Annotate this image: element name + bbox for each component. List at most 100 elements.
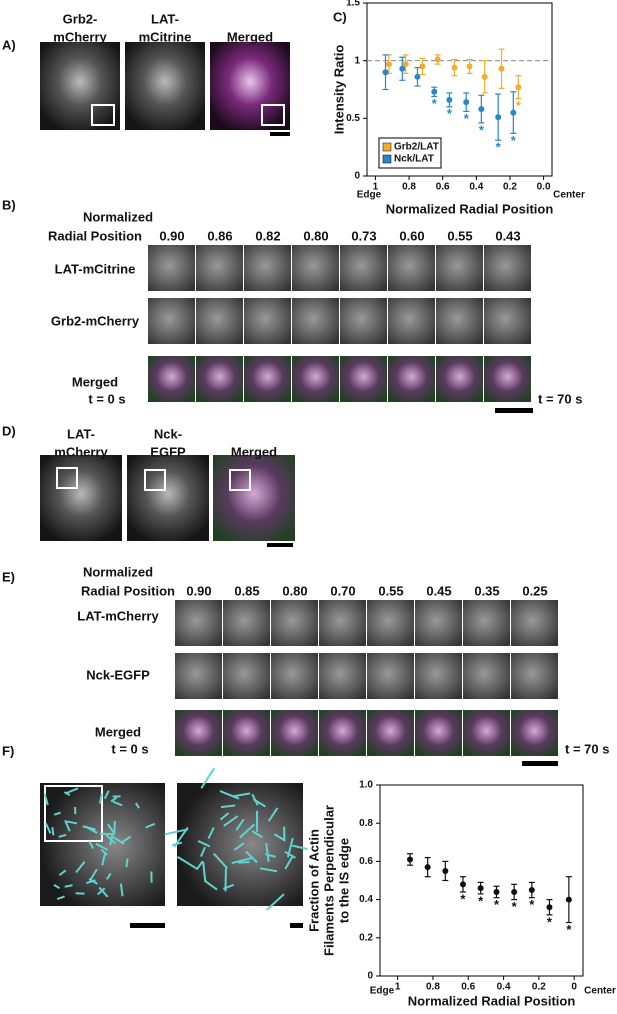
filament xyxy=(164,828,189,836)
image-tile xyxy=(244,245,291,291)
image-tile xyxy=(292,245,339,291)
significance: * xyxy=(566,922,572,937)
x-tick-label: 0.6 xyxy=(436,182,450,193)
inset-box xyxy=(44,785,103,842)
filament xyxy=(172,841,183,847)
filament xyxy=(200,846,206,857)
label: mCitrine xyxy=(139,29,192,44)
point xyxy=(466,63,473,70)
inset-box xyxy=(56,467,78,489)
image xyxy=(40,42,120,130)
point xyxy=(495,114,502,121)
filament xyxy=(66,820,78,825)
label: 0.90 xyxy=(159,228,184,243)
image-tile xyxy=(484,298,531,344)
label: 0.80 xyxy=(303,228,328,243)
filament xyxy=(103,790,110,800)
image xyxy=(210,42,290,130)
image-tile xyxy=(415,710,462,756)
label: E) xyxy=(2,569,15,584)
filament xyxy=(89,868,98,882)
filament xyxy=(213,852,228,869)
image-tile xyxy=(436,298,483,344)
significance: * xyxy=(464,111,470,126)
significance: * xyxy=(512,899,518,914)
image-tile xyxy=(196,298,243,344)
label: Nck- xyxy=(154,426,182,441)
filament xyxy=(200,767,216,789)
scale-bar xyxy=(130,923,165,928)
x-tick-label: 0.2 xyxy=(503,182,517,193)
edge-label: Edge xyxy=(370,986,395,997)
significance: * xyxy=(494,897,500,912)
y-tick-label: 1.0 xyxy=(359,780,373,791)
label: 0.45 xyxy=(426,583,451,598)
significance: * xyxy=(478,893,484,908)
point xyxy=(528,887,535,894)
image-tile xyxy=(511,653,558,699)
image-tile xyxy=(463,710,510,756)
point xyxy=(399,65,406,72)
significance: * xyxy=(496,140,502,155)
x-tick-label: 1 xyxy=(373,182,379,193)
significance: * xyxy=(516,98,522,113)
point xyxy=(414,73,421,80)
filament xyxy=(266,893,285,911)
label: 0.82 xyxy=(255,228,280,243)
label: mCherry xyxy=(53,29,107,44)
filament xyxy=(119,883,124,897)
label: B) xyxy=(2,197,16,212)
filament xyxy=(259,867,278,873)
point xyxy=(382,69,389,76)
image-tile xyxy=(319,653,366,699)
x-tick-label: 0.2 xyxy=(532,982,546,993)
label: Merged xyxy=(231,444,277,459)
filament xyxy=(267,807,279,822)
scale-bar xyxy=(290,923,303,928)
filament xyxy=(58,833,67,838)
legend-label: Nck/LAT xyxy=(394,154,434,165)
label: 0.55 xyxy=(447,228,472,243)
point xyxy=(493,888,500,895)
image-tile xyxy=(436,245,483,291)
filament xyxy=(107,823,116,835)
x-tick-label: 0.4 xyxy=(469,182,483,193)
image-tile xyxy=(244,298,291,344)
image-tile xyxy=(319,710,366,756)
image-tile xyxy=(511,710,558,756)
filament xyxy=(64,787,79,795)
legend-label: Grb2/LAT xyxy=(394,142,439,153)
image-tile xyxy=(292,356,339,402)
label: Merged xyxy=(95,724,141,739)
label: Radial Position xyxy=(48,228,142,243)
image-tile xyxy=(196,245,243,291)
filament xyxy=(238,861,250,864)
filament xyxy=(98,886,109,898)
filament xyxy=(219,812,230,821)
point xyxy=(511,888,518,895)
filament xyxy=(113,820,116,833)
label: t = 0 s xyxy=(88,391,125,406)
point xyxy=(546,904,553,911)
filament xyxy=(99,832,113,836)
x-tick-label: 1 xyxy=(395,982,401,993)
label: 0.43 xyxy=(495,228,520,243)
label: 0.86 xyxy=(207,228,232,243)
filament xyxy=(105,833,117,845)
label: 0.85 xyxy=(234,583,259,598)
y-tick-label: 1 xyxy=(354,55,360,66)
scale-bar xyxy=(270,132,290,136)
filament xyxy=(64,819,71,832)
filament xyxy=(251,830,263,839)
center-label: Center xyxy=(553,190,585,201)
image-tile xyxy=(223,600,270,646)
inset-box xyxy=(91,104,115,126)
filament xyxy=(284,850,296,859)
filament xyxy=(53,811,61,816)
label: Radial Position xyxy=(81,583,175,598)
significance: * xyxy=(432,96,438,111)
image-tile xyxy=(244,356,291,402)
image-tile xyxy=(340,298,387,344)
image-tile xyxy=(340,245,387,291)
